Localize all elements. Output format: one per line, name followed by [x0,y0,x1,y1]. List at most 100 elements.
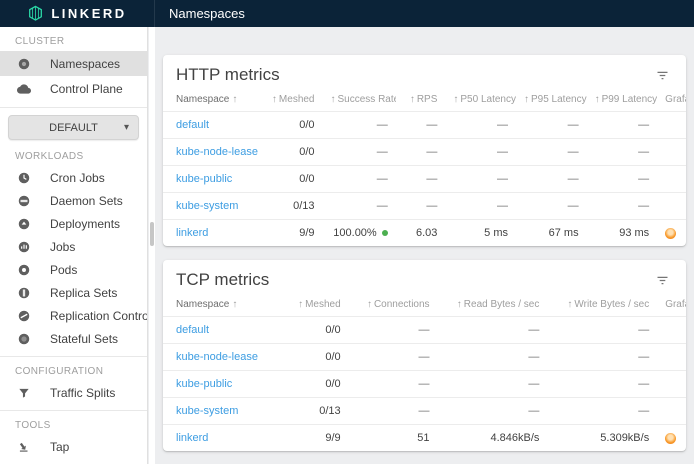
p50-cell: — [445,111,516,139]
sidebar-item-replica-sets[interactable]: Replica Sets [0,281,147,304]
success-rate-cell: — [322,165,396,193]
p95-cell: — [515,111,587,139]
namespace-link[interactable]: default [176,324,210,336]
sidebar-section-tools: TOOLS [15,420,51,431]
namespace-selector-dropdown[interactable]: DEFAULT ▾ [8,115,139,140]
success-rate-cell: 100.00% [322,219,396,246]
namespace-link[interactable]: kube-node-lease [176,146,258,158]
grafana-icon[interactable] [665,432,677,444]
sort-asc-icon: ↑ [567,299,573,310]
read-bytes-cell: — [437,397,548,425]
p95-cell: 67 ms [515,219,587,246]
column-header-read-bytes[interactable]: ↑ Read Bytes / sec [456,299,540,310]
sidebar-item-pods[interactable]: Pods [0,258,147,281]
sidebar-item-label: Daemon Sets [50,193,123,208]
column-header-success-rate[interactable]: ↑ Success Rate [330,94,396,105]
meshed-cell: 0/0 [262,111,323,139]
meshed-cell: 0/0 [262,138,323,166]
sort-asc-icon: ↑ [409,94,415,105]
sidebar-item-namespaces[interactable]: Namespaces [0,51,147,76]
meshed-cell: 0/13 [262,192,323,220]
sort-asc-icon: ↑ [298,299,304,310]
grafana-cell [657,397,686,425]
sidebar-item-control-plane[interactable]: Control Plane [0,76,147,101]
http-metrics-card: HTTP metrics Namespace ↑ ↑ Meshed ↑ Success… [163,55,686,246]
meshed-cell: 0/0 [262,343,349,371]
tcp-metrics-card: TCP metrics Namespace ↑ ↑ Meshed ↑ Connecti… [163,260,686,451]
traffic-splits-icon [17,386,31,400]
sidebar-item-stateful-sets[interactable]: Stateful Sets [0,327,147,350]
sidebar-item-deployments[interactable]: Deployments [0,212,147,235]
column-header-p99-latency[interactable]: ↑ P99 Latency [594,94,658,105]
sidebar-item-tap[interactable]: Tap [0,435,147,458]
column-header-connections[interactable]: ↑ Connections [366,299,430,310]
sidebar-item-label: Control Plane [50,81,123,96]
column-header-p50-latency[interactable]: ↑ P50 Latency [453,94,516,105]
namespace-link[interactable]: linkerd [176,432,209,444]
meshed-cell: 0/0 [262,316,349,344]
column-header-namespace[interactable]: Namespace ↑ [176,94,238,105]
grafana-cell [657,138,686,166]
table-header-row: Namespace ↑ ↑ Meshed ↑ Connections ↑ Read By… [163,292,686,317]
sidebar: CLUSTER Namespaces Control Plane DEFAULT… [0,27,148,464]
p50-cell: — [445,138,516,166]
sidebar-section-configuration: CONFIGURATION [15,366,104,377]
write-bytes-cell: — [547,316,658,344]
write-bytes-cell: — [547,343,658,371]
sidebar-item-label: Replication Controllers [50,308,147,323]
sidebar-item-label: Tap [50,439,70,454]
rps-cell: 6.03 [395,219,446,246]
linkerd-logo-icon [27,5,44,22]
column-header-meshed[interactable]: ↑ Meshed [298,299,341,310]
brand-logo-area[interactable]: LINKERD [0,0,155,27]
sidebar-item-label: Namespaces [50,56,121,71]
sidebar-item-jobs[interactable]: Jobs [0,235,147,258]
namespace-link[interactable]: kube-public [176,378,233,390]
sidebar-item-replication-controllers[interactable]: Replication Controllers [0,304,147,327]
grafana-cell [657,424,686,451]
column-header-meshed[interactable]: ↑ Meshed [271,94,315,105]
column-header-rps[interactable]: ↑ RPS [409,94,438,105]
sidebar-scrollbar-thumb[interactable] [150,222,154,246]
namespace-link[interactable]: kube-system [176,200,239,212]
filter-list-icon[interactable] [653,66,672,85]
grafana-icon[interactable] [665,227,677,239]
replica-sets-icon [17,286,31,300]
column-header-p95-latency[interactable]: ↑ P95 Latency [523,94,587,105]
grafana-cell [657,316,686,344]
sort-asc-icon: ↑ [232,94,238,105]
sidebar-item-traffic-splits[interactable]: Traffic Splits [0,381,147,404]
sidebar-item-label: Deployments [50,216,121,231]
success-rate-cell: — [322,192,396,220]
column-header-namespace[interactable]: Namespace ↑ [176,299,238,310]
namespace-link[interactable]: kube-node-lease [176,351,258,363]
tap-icon [17,440,31,454]
namespaces-icon [17,57,31,71]
write-bytes-cell: 5.309kB/s [547,424,658,451]
sort-asc-icon: ↑ [453,94,459,105]
sidebar-item-cron-jobs[interactable]: Cron Jobs [0,166,147,189]
cron-jobs-icon [17,171,31,185]
grafana-cell [657,192,686,220]
sort-asc-icon: ↑ [232,299,238,310]
rps-cell: — [395,165,446,193]
namespace-link[interactable]: kube-public [176,173,233,185]
namespace-link[interactable]: default [176,119,210,131]
filter-list-icon[interactable] [653,271,672,290]
table-row: kube-system 0/13 — — — — — [163,192,686,220]
column-header-write-bytes[interactable]: ↑ Write Bytes / sec [567,299,650,310]
p50-cell: 5 ms [445,219,516,246]
table-row: default 0/0 — — — — — [163,111,686,139]
rps-cell: — [395,111,446,139]
p95-cell: — [515,192,587,220]
sidebar-item-daemon-sets[interactable]: Daemon Sets [0,189,147,212]
table-row: kube-public 0/0 — — — [163,370,686,398]
namespace-link[interactable]: kube-system [176,405,239,417]
sidebar-item-top[interactable]: Top [0,458,147,464]
http-metrics-title: HTTP metrics [176,65,280,84]
p95-cell: — [515,138,587,166]
namespace-link[interactable]: linkerd [176,227,209,239]
connections-cell: — [348,343,438,371]
top-app-bar: LINKERD Namespaces [0,0,694,27]
sort-asc-icon: ↑ [330,94,336,105]
